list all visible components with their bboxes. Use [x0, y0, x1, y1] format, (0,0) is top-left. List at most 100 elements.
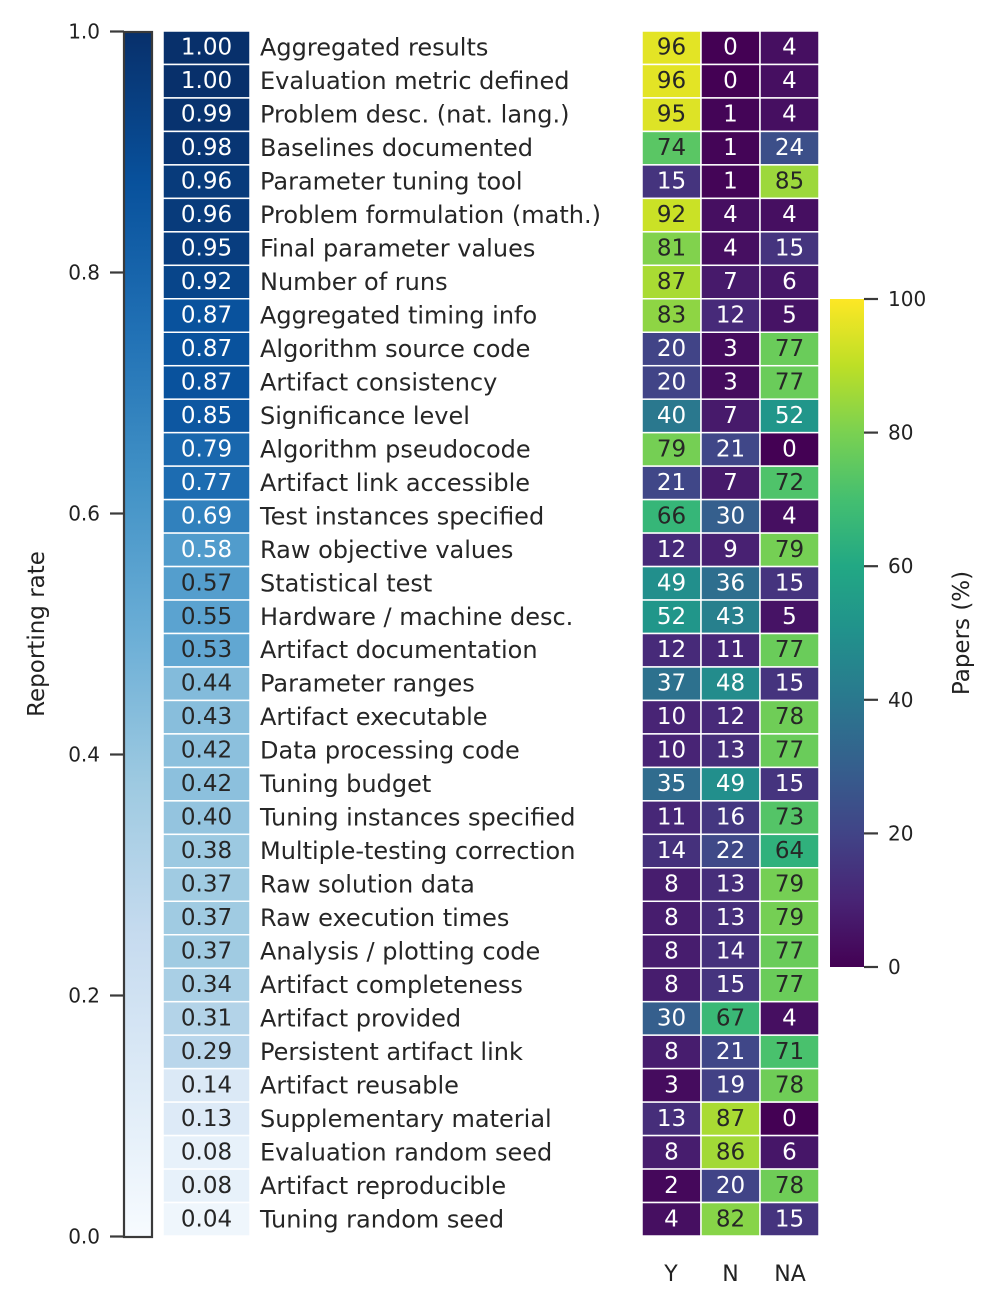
rate-cell	[162, 231, 251, 267]
heatmap-value-n: 13	[716, 738, 745, 764]
heatmap-cell-na	[759, 1168, 820, 1204]
rate-cell	[162, 398, 251, 434]
colorbar-tick-label: 0	[888, 955, 901, 979]
rate-value: 0.53	[181, 637, 232, 663]
rate-cell	[162, 565, 251, 601]
rate-cell	[162, 766, 251, 802]
row-label: Parameter ranges	[260, 670, 475, 698]
reporting-rate-colorbar-ticks: 0.0 0.2 0.4 0.6 0.8 1.0	[68, 20, 124, 1249]
rate-value: 0.40	[181, 805, 232, 831]
rate-value: 0.14	[181, 1072, 232, 1098]
rate-cell	[162, 465, 251, 501]
heatmap-value-n: 4	[723, 236, 738, 262]
heatmap-value-na: 77	[775, 938, 804, 964]
rate-value: 0.57	[181, 570, 232, 596]
heatmap-cell-n	[700, 298, 761, 333]
heatmap-value-na: 79	[775, 537, 804, 563]
heatmap-value-na: 4	[782, 1005, 797, 1031]
reporting-rate-column: 1.00 1.00 0.99 0.98 0.96 0.96 0.95 0.92 0.87 0.87…	[162, 30, 251, 1237]
rate-cell	[162, 498, 251, 534]
heatmap-value-n: 49	[716, 771, 745, 797]
papers-colorbar-label: Papers (%)	[949, 571, 975, 695]
heatmap-cell-na	[759, 97, 820, 133]
rate-value: 0.37	[181, 872, 232, 898]
colorbar-tick-label: 0.6	[68, 502, 100, 526]
rate-cell	[162, 1067, 251, 1103]
heatmap-value-na: 79	[775, 905, 804, 931]
heatmap-value-y: 2	[664, 1173, 679, 1199]
heatmap-cell-na	[759, 498, 820, 534]
heatmap-value-y: 66	[657, 503, 686, 529]
heatmap-cell-na	[759, 130, 820, 166]
row-label: Tuning random seed	[259, 1205, 504, 1233]
heatmap-value-na: 4	[782, 68, 797, 94]
row-label: Algorithm source code	[260, 335, 530, 363]
heatmap-value-y: 96	[657, 35, 686, 61]
row-label: Algorithm pseudocode	[260, 435, 531, 463]
heatmap-cell-n	[700, 63, 761, 99]
heatmap-cell-y	[641, 900, 702, 936]
heatmap-value-n: 19	[716, 1072, 745, 1098]
heatmap-value-y: 11	[657, 805, 686, 831]
heatmap-value-y: 20	[657, 369, 686, 395]
heatmap-cell-y	[641, 1168, 702, 1204]
rate-value: 0.58	[181, 537, 232, 563]
heatmap-cell-na	[759, 900, 820, 936]
rate-cell	[162, 934, 251, 969]
heatmap-value-n: 12	[716, 704, 745, 730]
heatmap-value-na: 4	[782, 102, 797, 128]
heatmap-cell-na	[759, 1000, 820, 1036]
heatmap-cell-n	[700, 130, 761, 166]
heatmap-value-n: 12	[716, 303, 745, 329]
heatmap-cell-na	[759, 431, 820, 467]
rate-value: 0.96	[181, 202, 232, 228]
heatmap-value-y: 52	[657, 604, 686, 630]
rate-cell	[162, 264, 251, 300]
heatmap-value-na: 0	[782, 1106, 797, 1132]
heatmap-cell-y	[641, 599, 702, 635]
row-label: Significance level	[260, 402, 470, 430]
heatmap-value-na: 77	[775, 972, 804, 998]
row-label: Aggregated results	[260, 34, 488, 62]
heatmap-cell-na	[759, 63, 820, 99]
rate-cell	[162, 431, 251, 467]
heatmap-cell-na	[759, 666, 820, 702]
heatmap-value-na: 71	[775, 1039, 804, 1065]
heatmap-value-y: 92	[657, 202, 686, 228]
rate-cell	[162, 97, 251, 133]
heatmap-cell-y	[641, 498, 702, 534]
heatmap-value-na: 78	[775, 704, 804, 730]
row-labels: Aggregated results Evaluation metric defi…	[259, 34, 601, 1234]
heatmap-cell-n	[700, 1067, 761, 1103]
heatmap-value-n: 87	[716, 1106, 745, 1132]
row-label: Statistical test	[260, 569, 432, 597]
heatmap-value-na: 4	[782, 35, 797, 61]
heatmap-value-y: 8	[664, 1139, 679, 1165]
papers-colorbar-ticks: 0 20 40 60 80 100	[864, 287, 926, 979]
heatmap-value-n: 7	[723, 269, 738, 295]
colorbar-tick-label: 20	[888, 821, 913, 845]
heatmap-value-na: 6	[782, 1139, 797, 1165]
rate-value: 0.37	[181, 938, 232, 964]
heatmap-value-y: 83	[657, 303, 686, 329]
heatmap-value-y: 8	[664, 905, 679, 931]
rate-cell	[162, 164, 251, 200]
rate-cell	[162, 1034, 251, 1070]
colorbar-tick-label: 100	[888, 287, 926, 311]
rate-value: 0.87	[181, 369, 232, 395]
heatmap-value-na: 77	[775, 738, 804, 764]
heatmap-value-na: 64	[775, 838, 804, 864]
row-label: Evaluation metric defined	[260, 67, 570, 95]
heatmap-value-na: 78	[775, 1173, 804, 1199]
heatmap-value-n: 3	[723, 369, 738, 395]
heatmap-value-n: 7	[723, 403, 738, 429]
heatmap-cell-y	[641, 800, 702, 836]
heatmap-value-n: 43	[716, 604, 745, 630]
heatmap-value-y: 81	[657, 236, 686, 262]
heatmap-cell-n	[700, 30, 761, 66]
rate-cell	[162, 833, 251, 869]
heatmap-cell-n	[700, 164, 761, 200]
rate-cell	[162, 532, 251, 568]
row-label: Raw objective values	[260, 536, 513, 564]
heatmap-cell-na	[759, 298, 820, 333]
